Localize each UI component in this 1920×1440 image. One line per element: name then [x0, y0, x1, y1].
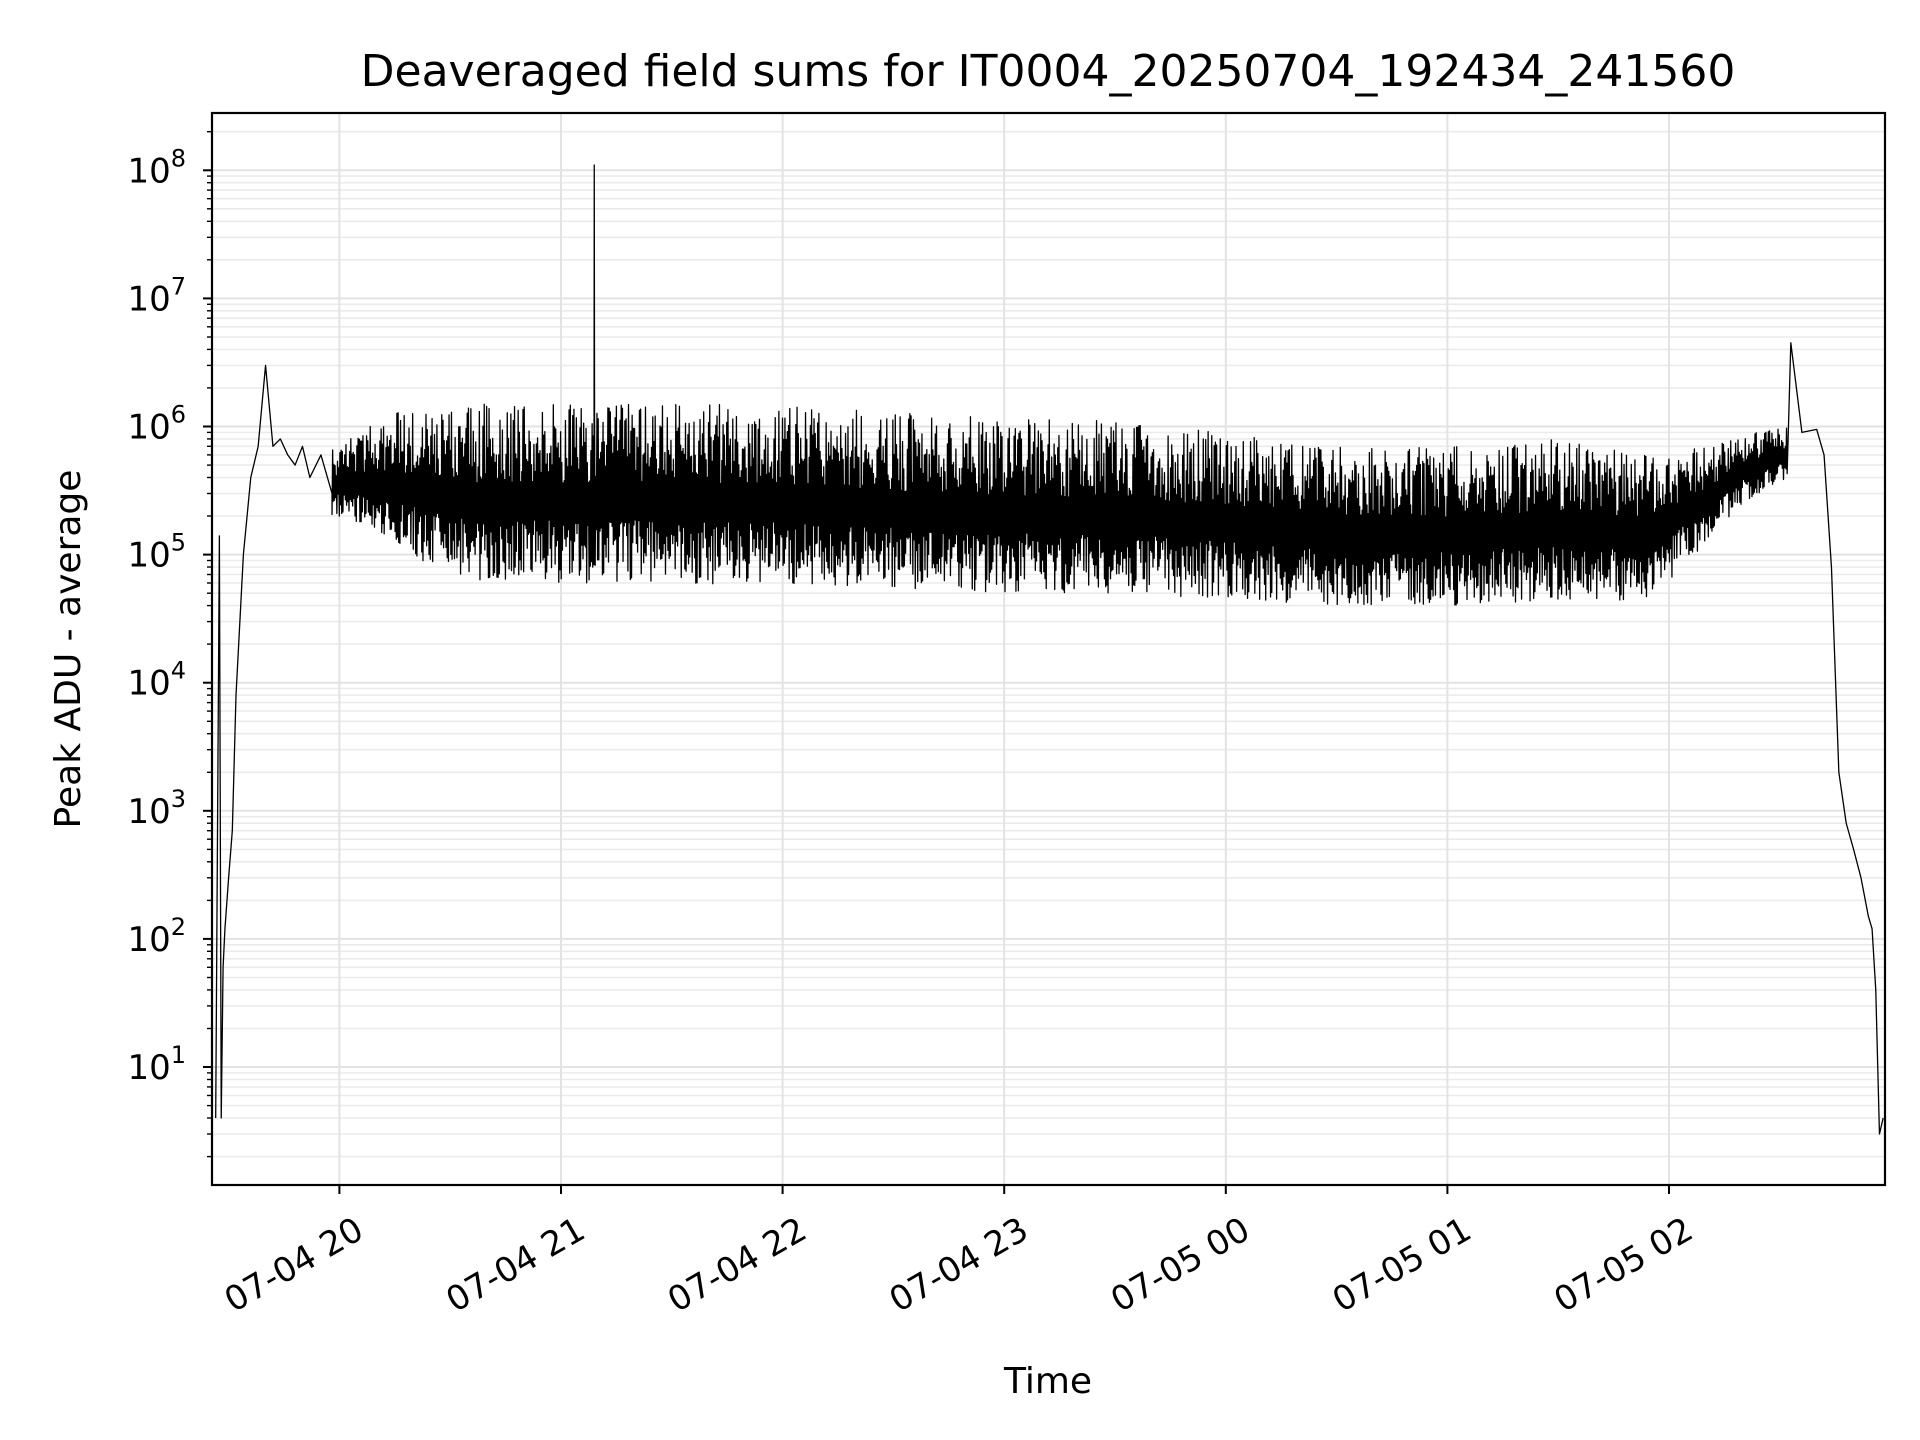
y-tick-label: 107 — [127, 272, 186, 319]
plot-data — [215, 164, 1884, 1135]
chart-title: Deaveraged field sums for IT0004_2025070… — [361, 46, 1736, 97]
series-line — [215, 164, 1884, 1135]
y-axis-label: Peak ADU - average — [48, 470, 89, 829]
plot-frame — [210, 111, 1887, 1187]
x-axis-label: Time — [1003, 1361, 1092, 1402]
